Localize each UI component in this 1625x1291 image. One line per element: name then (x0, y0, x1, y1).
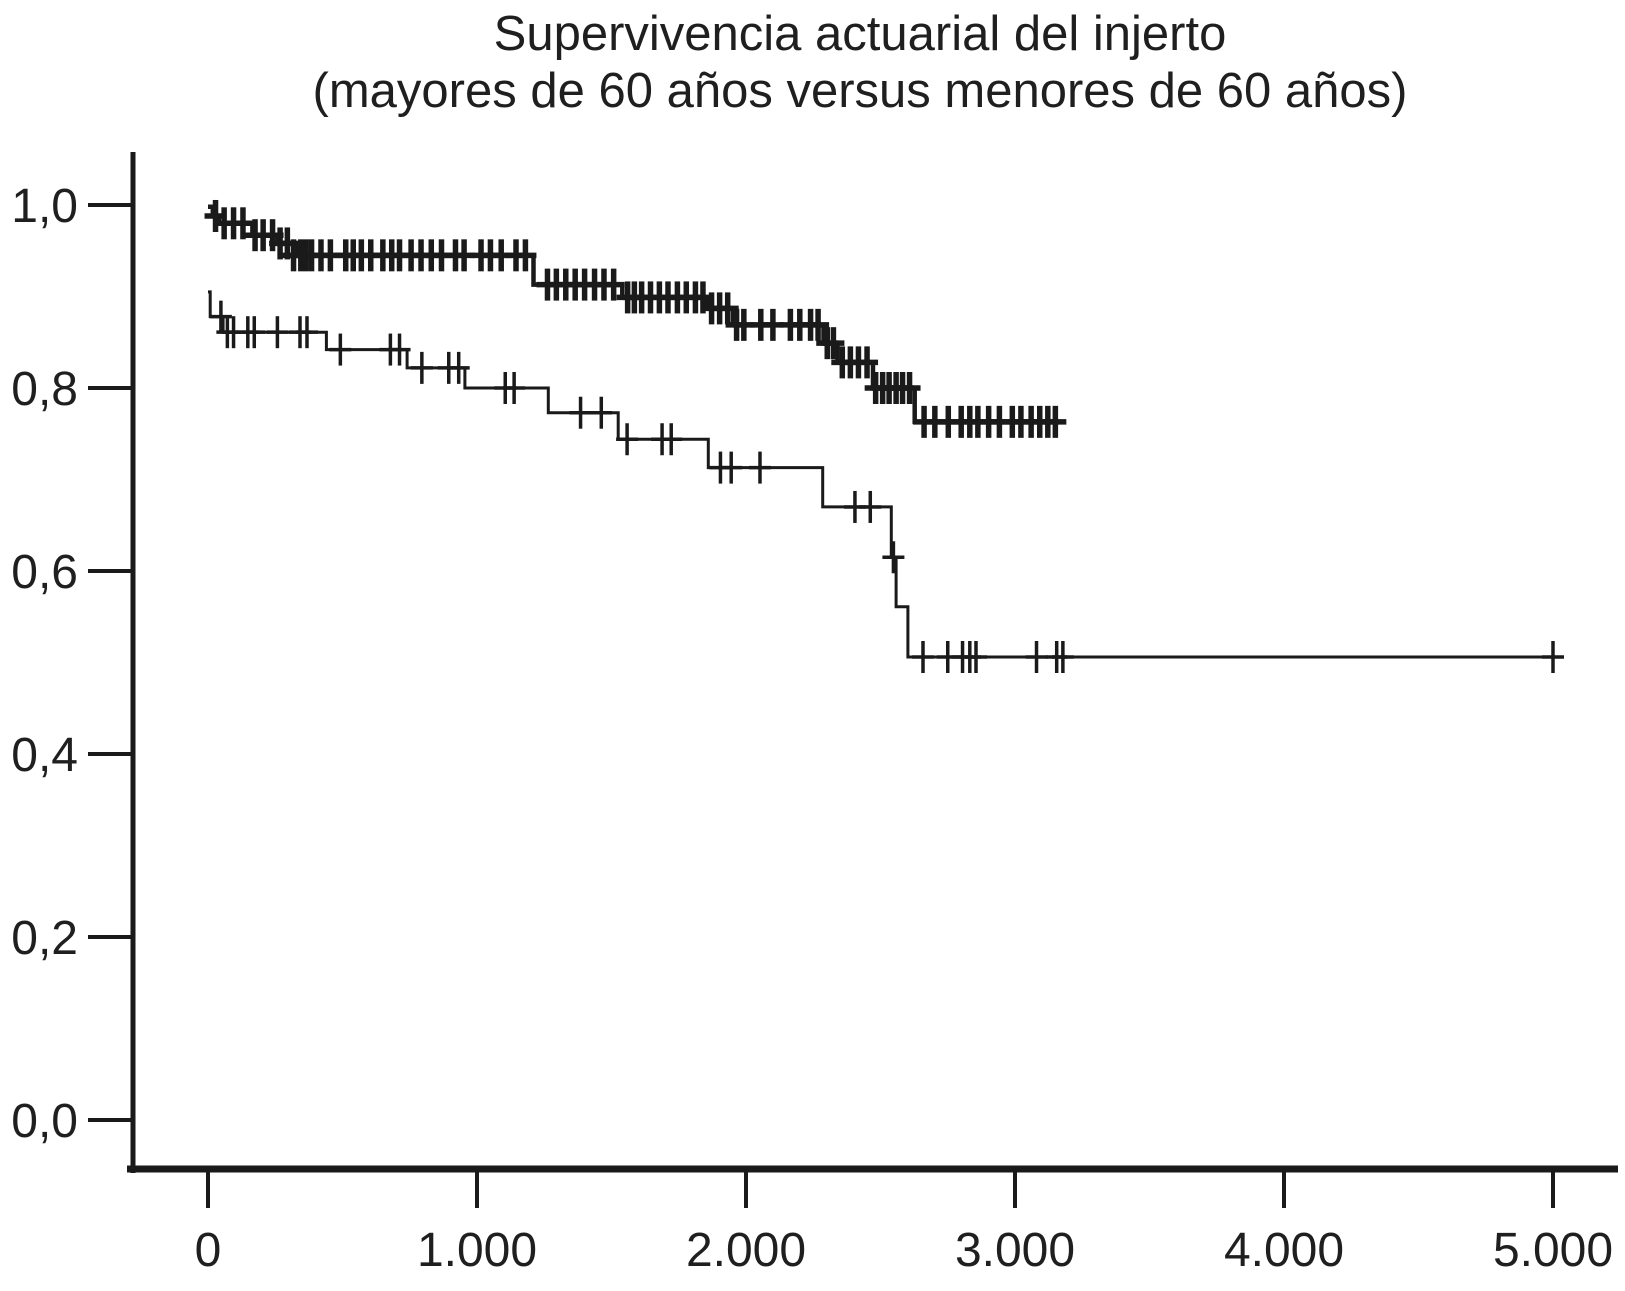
y-tick-label: 0,2 (11, 912, 78, 965)
y-tick-label: 0,0 (11, 1095, 78, 1148)
x-tick-label: 2.000 (686, 1224, 806, 1277)
x-tick-label: 0 (195, 1224, 222, 1277)
y-tick-label: 0,6 (11, 546, 78, 599)
x-tick-label: 4.000 (1224, 1224, 1344, 1277)
survival-curve-upper (208, 204, 1058, 425)
chart-title-line2: (mayores de 60 años versus menores de 60… (312, 63, 1408, 118)
y-tick-label: 0,4 (11, 729, 78, 782)
survival-curve-lower (208, 290, 1559, 659)
x-tick-label: 1.000 (417, 1224, 537, 1277)
y-tick-label: 1,0 (11, 180, 78, 233)
chart-title: Supervivencia actuarial del injerto (may… (95, 6, 1625, 120)
x-tick-label: 5.000 (1493, 1224, 1613, 1277)
chart-title-line1: Supervivencia actuarial del injerto (493, 7, 1227, 61)
x-tick-label: 3.000 (955, 1224, 1075, 1277)
y-tick-label: 0,8 (11, 363, 78, 416)
